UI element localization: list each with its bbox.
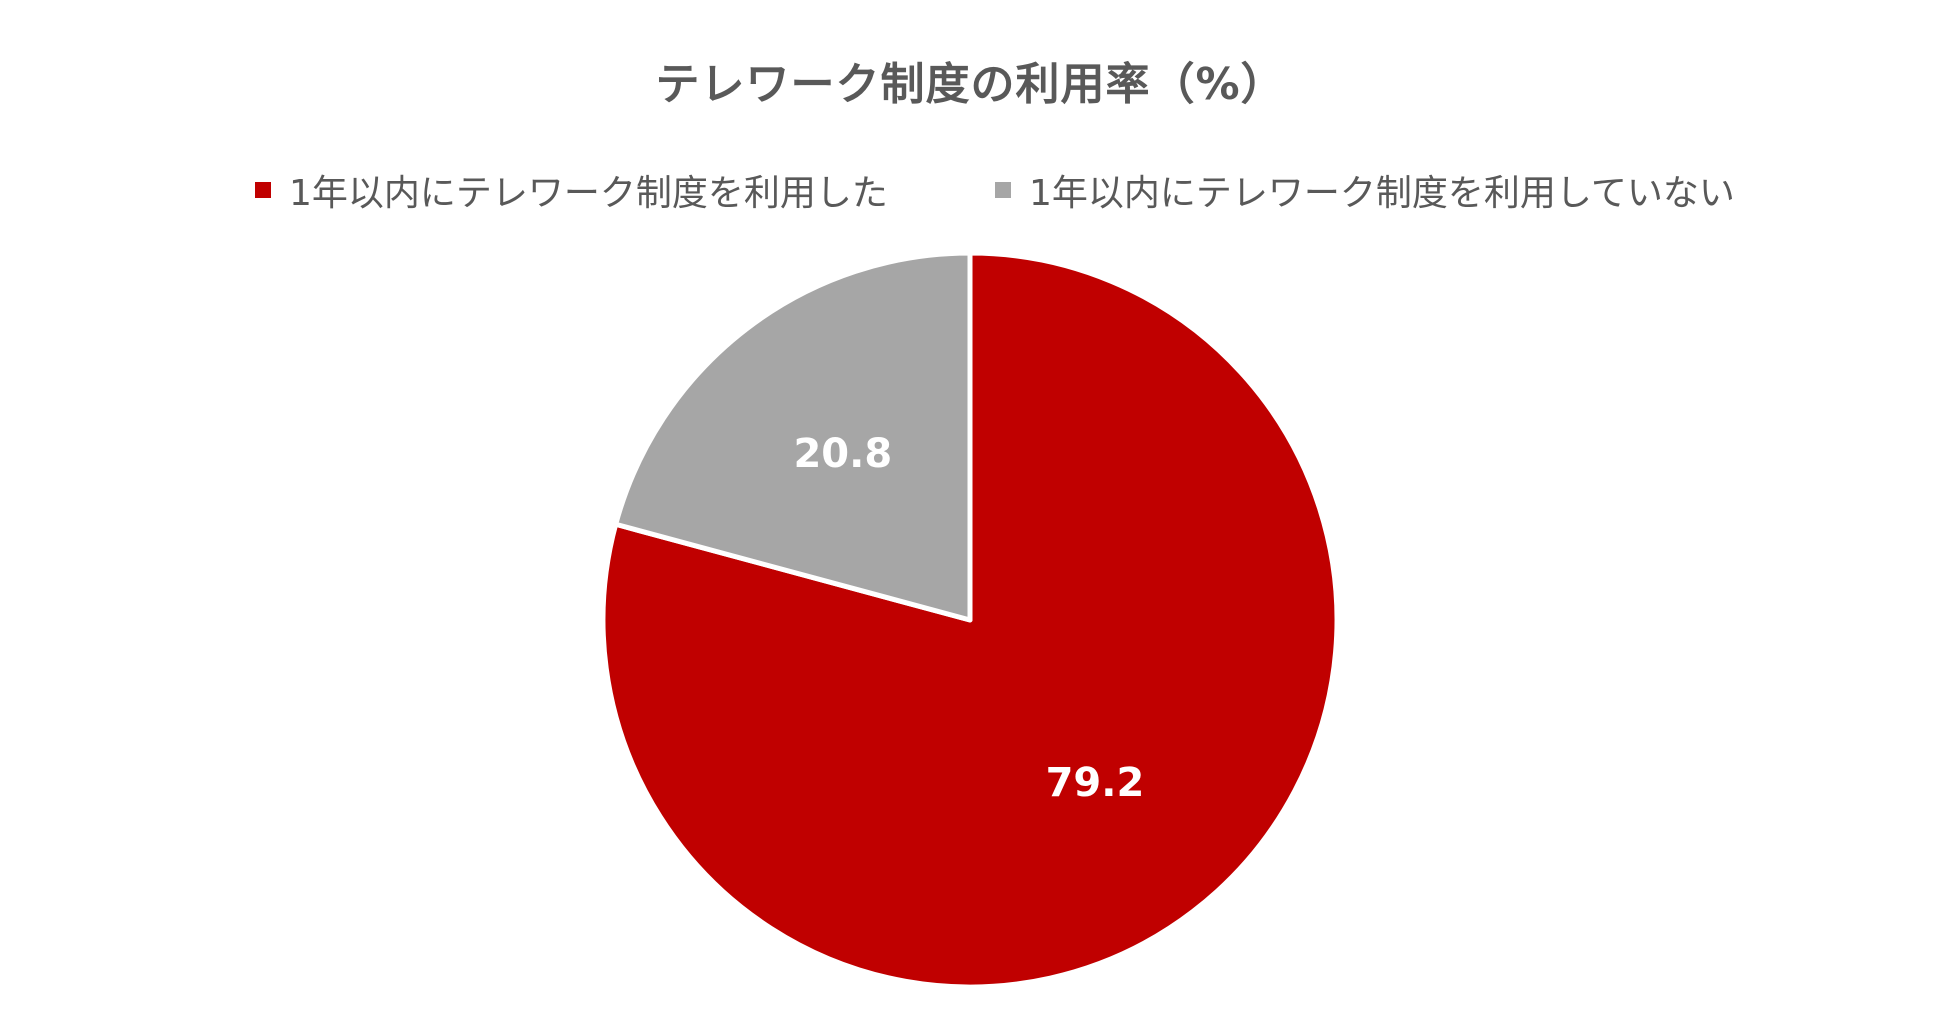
pie-slice-not-used (613, 250, 973, 623)
legend-item-used: 1年以内にテレワーク制度を利用した (255, 164, 888, 216)
chart-title: テレワーク制度の利用率（%） (655, 59, 1286, 110)
legend-swatch-not-used (995, 182, 1011, 198)
legend-swatch-used (255, 182, 271, 198)
legend-label-not-used: 1年以内にテレワーク制度を利用していない (1029, 173, 1735, 214)
legend-label-used: 1年以内にテレワーク制度を利用した (289, 173, 888, 214)
pie-slice-used (600, 250, 1340, 990)
pie-label-used: 79.2 (1046, 760, 1145, 806)
pie-label-not-used: 20.8 (793, 431, 892, 477)
legend-item-not-used: 1年以内にテレワーク制度を利用していない (995, 164, 1735, 216)
